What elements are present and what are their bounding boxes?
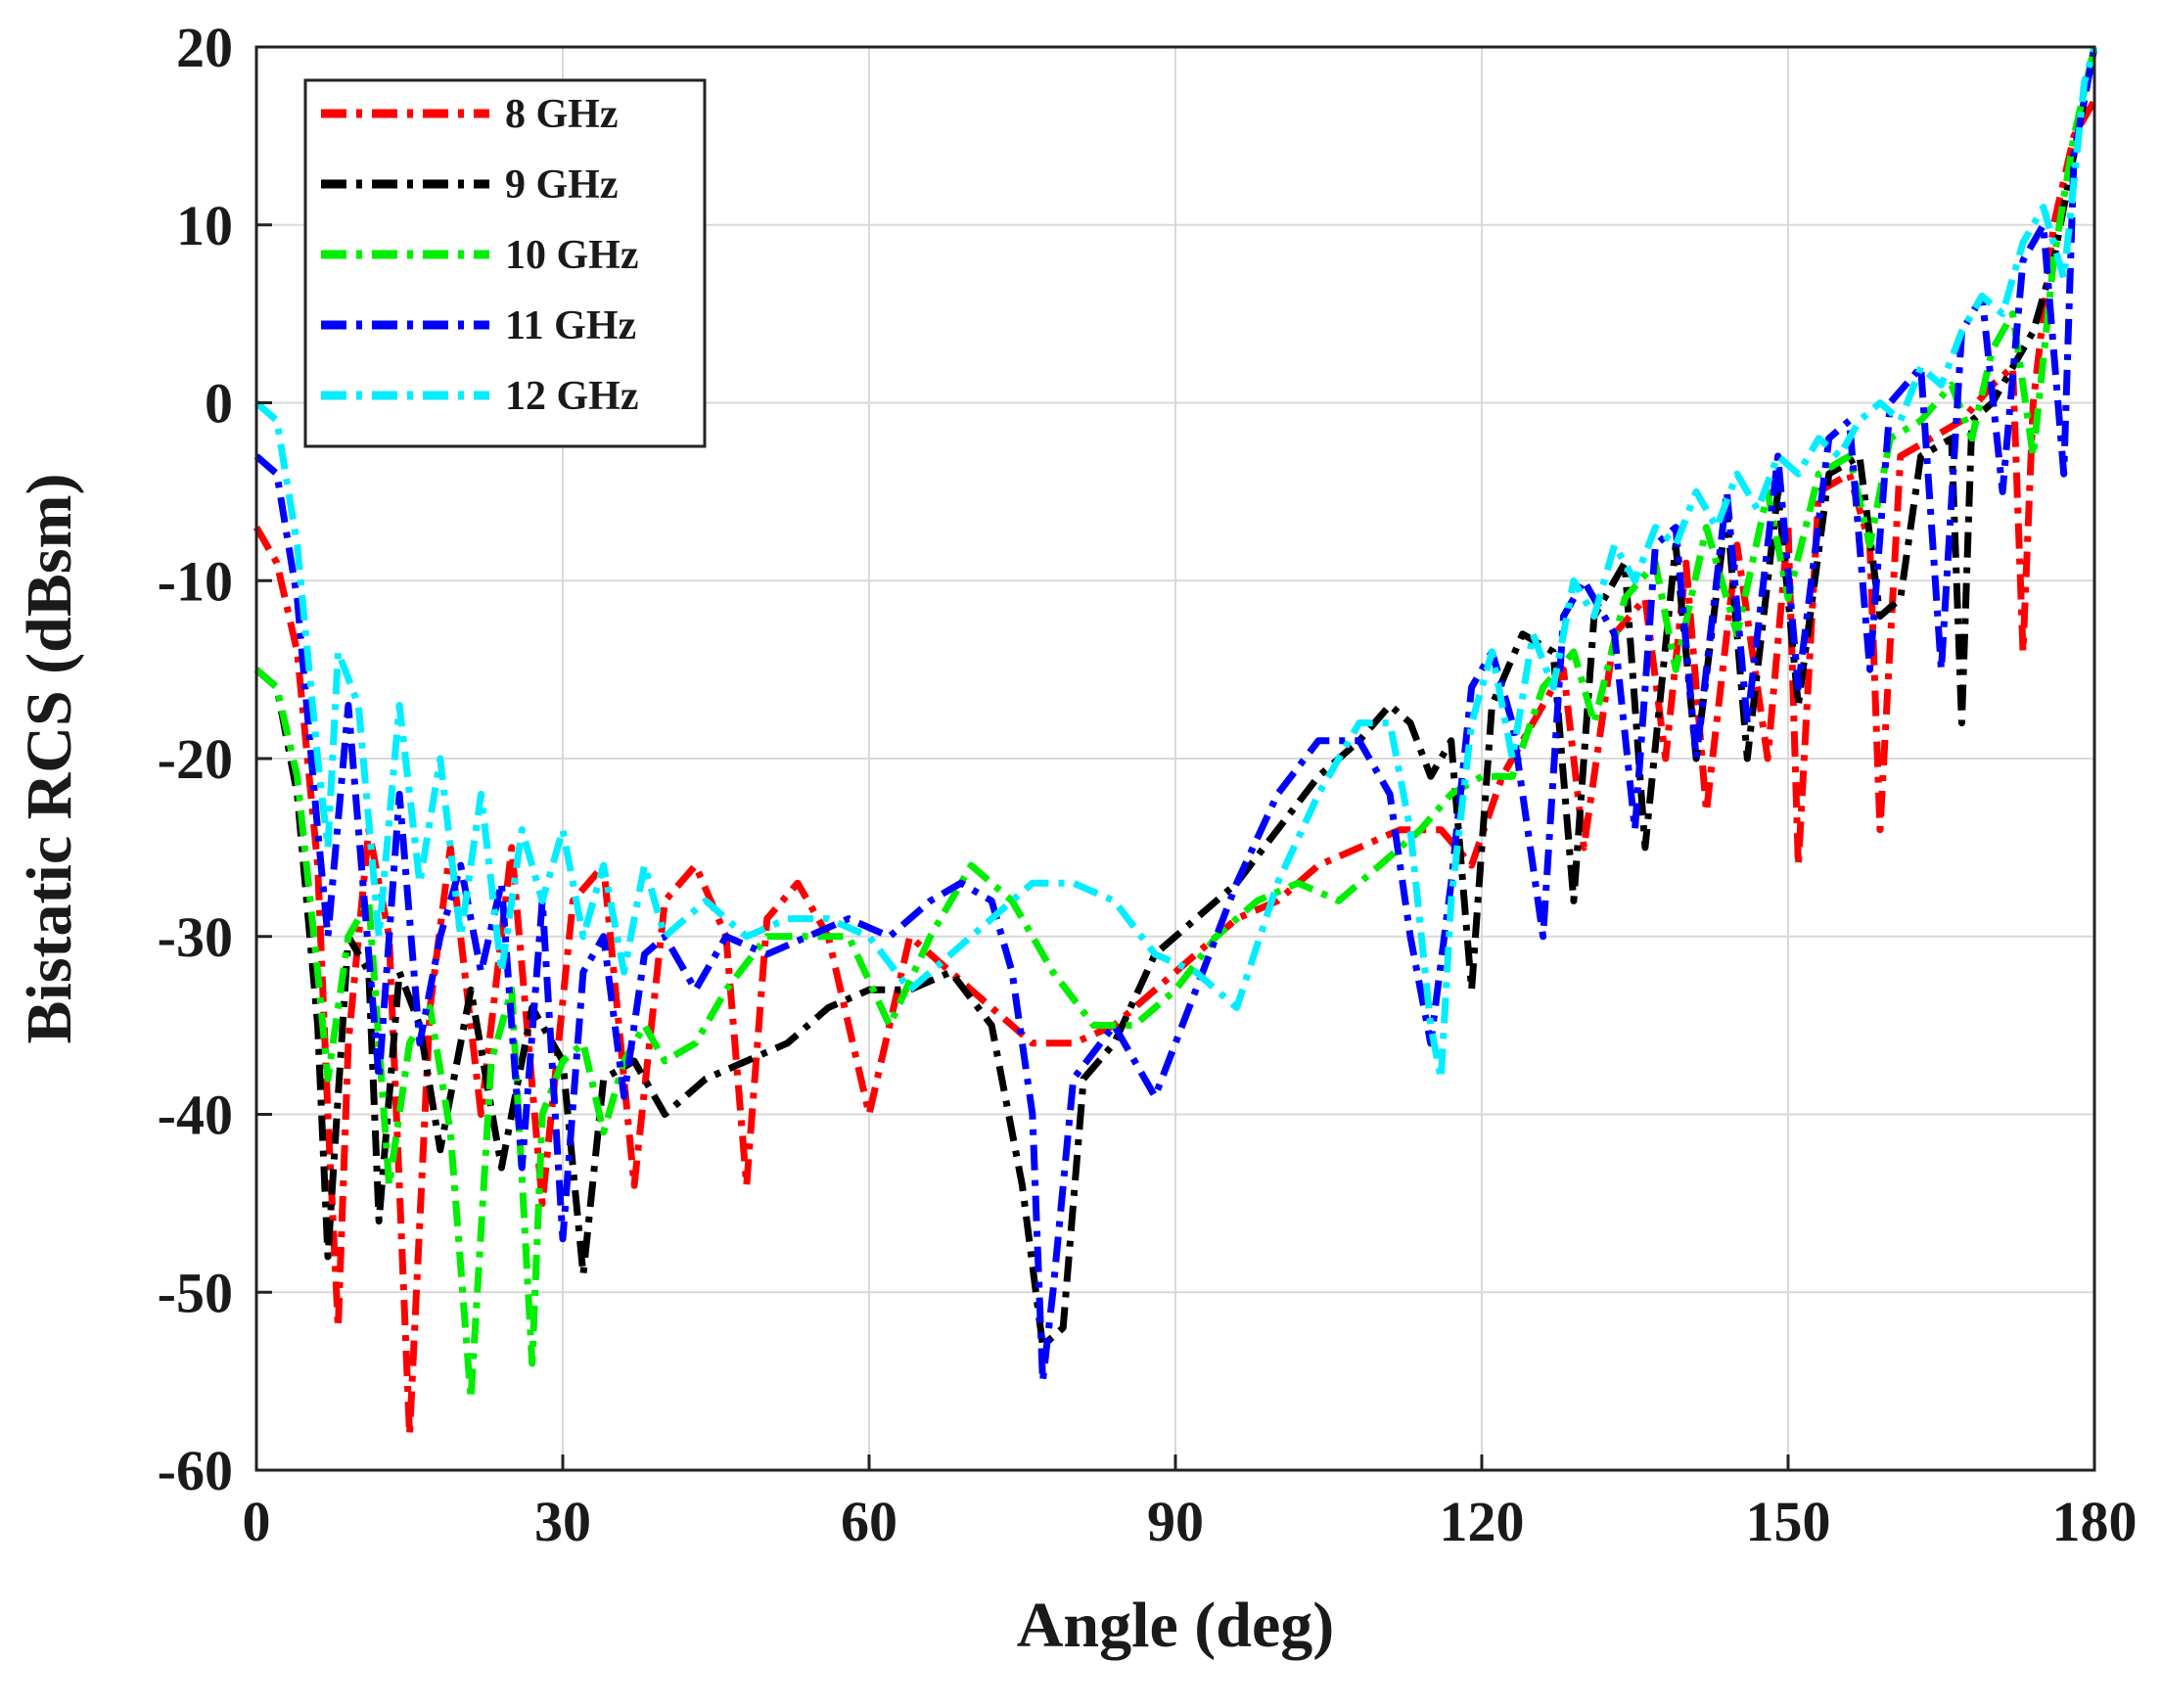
x-tick-label: 60 [841,1490,897,1553]
legend-item: 12 GHz [321,374,638,419]
series-line-11-ghz [253,46,2098,1385]
legend-label: 9 GHz [505,162,618,208]
y-tick-label: 20 [176,16,233,79]
series-line-12-ghz [253,46,2098,1083]
series-line-10-ghz [253,46,2098,1403]
y-tick-label: 0 [205,372,233,436]
series-layer [253,46,2098,1439]
y-tick-label: -60 [158,1439,233,1502]
y-tick-label: -10 [158,549,233,613]
x-tick-label: 120 [1440,1490,1525,1553]
legend-label: 11 GHz [505,303,636,348]
x-tick-label: 150 [1746,1490,1831,1553]
x-tick-label: 30 [534,1490,591,1553]
tick-layer: 0 30 60 90 120 150 180 20 10 0 -10 -20 -30 -40 -50 -60 [158,16,2138,1553]
y-tick-label: 10 [176,194,233,257]
series-line-9-ghz [253,46,2098,1350]
legend-label: 12 GHz [505,374,638,419]
x-tick-label: 0 [243,1490,271,1553]
legend-box [303,78,707,448]
x-axis-title: Angle (deg) [1017,1590,1334,1661]
legend: 8 GHz 9 GHz 10 GHz 11 GHz 12 GHz [303,78,707,448]
y-tick-label: -30 [158,905,233,969]
legend-item: 9 GHz [321,162,618,208]
legend-item: 11 GHz [321,303,636,348]
legend-item: 10 GHz [321,233,638,278]
x-tick-label: 90 [1147,1490,1204,1553]
y-tick-label: -40 [158,1084,233,1147]
legend-item: 8 GHz [321,92,618,137]
legend-label: 10 GHz [505,233,638,278]
legend-label: 8 GHz [505,92,618,137]
y-tick-label: -50 [158,1261,233,1324]
y-axis-title: Bistatic RCS (dBsm) [14,473,85,1043]
y-tick-label: -20 [158,727,233,791]
x-tick-label: 180 [2052,1490,2138,1553]
